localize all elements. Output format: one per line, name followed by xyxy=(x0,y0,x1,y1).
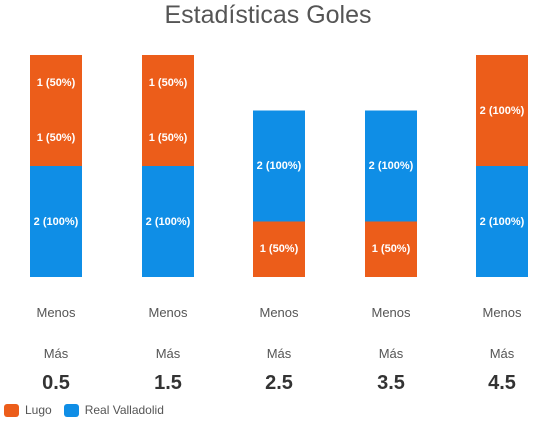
data-label: 1 (50%) xyxy=(36,76,76,89)
legend: Lugo Real Valladolid xyxy=(4,401,176,419)
stacked-bar-chart xyxy=(30,55,528,278)
bar-segment-lugo-1.5[interactable] xyxy=(142,55,194,111)
bar-segment-lugo-0.5[interactable] xyxy=(30,55,82,111)
data-label: 2 (100%) xyxy=(256,160,302,172)
data-label: 2 (100%) xyxy=(479,215,525,228)
category-menos-label: Menos xyxy=(371,305,411,320)
data-label: 1 (50%) xyxy=(259,243,299,256)
chart-title: Estadísticas Goles xyxy=(164,1,372,29)
category-mas-label: Más xyxy=(489,346,515,361)
legend-item-real-valladolid[interactable]: Real Valladolid xyxy=(63,403,164,417)
data-label: 1 (50%) xyxy=(148,76,188,89)
legend-item-lugo[interactable]: Lugo xyxy=(4,403,52,417)
category-menos-label: Menos xyxy=(259,305,299,320)
data-label: 1 (50%) xyxy=(36,132,76,145)
legend-label-lugo: Lugo xyxy=(25,403,52,417)
bar-segment-lugo-3.5[interactable] xyxy=(365,221,417,278)
legend-swatch-real-valladolid xyxy=(63,403,79,417)
bar-segment-lugo-4.5[interactable] xyxy=(476,55,528,166)
category-threshold-label: 0.5 xyxy=(42,372,70,394)
category-mas-label: Más xyxy=(266,346,292,361)
legend-label-real-valladolid: Real Valladolid xyxy=(84,403,164,417)
category-mas-label: Más xyxy=(378,346,404,361)
data-label: 2 (100%) xyxy=(145,215,191,228)
category-mas-label: Más xyxy=(155,346,181,361)
bar-segment-real-valladolid-4.5[interactable] xyxy=(476,166,528,277)
bar-segment-real-valladolid-0.5[interactable] xyxy=(30,166,82,277)
category-threshold-label: 3.5 xyxy=(377,372,405,394)
category-threshold-label: 1.5 xyxy=(154,372,182,394)
data-label: 2 (100%) xyxy=(368,160,414,172)
category-menos-label: Menos xyxy=(482,305,522,320)
category-mas-label: Más xyxy=(43,346,69,361)
data-label: 2 (100%) xyxy=(33,215,79,228)
bar-segment-real-valladolid-1.5[interactable] xyxy=(142,166,194,277)
data-label: 2 (100%) xyxy=(479,104,525,117)
data-label: 1 (50%) xyxy=(148,132,188,145)
bar-segment-lugo-0.5[interactable] xyxy=(30,110,82,167)
category-menos-label: Menos xyxy=(36,305,76,320)
bar-segment-lugo-2.5[interactable] xyxy=(253,221,305,278)
bar-segment-lugo-1.5[interactable] xyxy=(142,110,194,167)
bar-segment-real-valladolid-2.5[interactable] xyxy=(253,110,305,222)
category-menos-label: Menos xyxy=(148,305,188,320)
category-threshold-label: 4.5 xyxy=(488,372,516,394)
data-label: 1 (50%) xyxy=(371,243,411,256)
category-threshold-label: 2.5 xyxy=(265,372,293,394)
legend-swatch-lugo xyxy=(4,403,19,417)
bar-segment-real-valladolid-3.5[interactable] xyxy=(365,110,417,222)
